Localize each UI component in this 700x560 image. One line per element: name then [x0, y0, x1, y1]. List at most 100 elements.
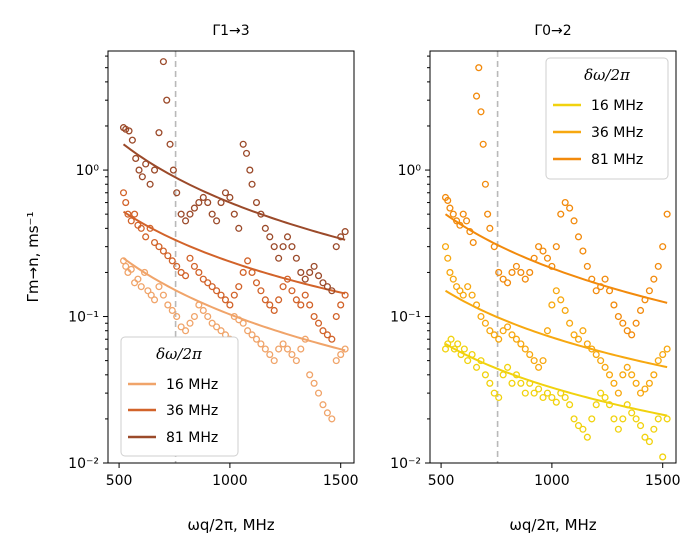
data-point — [645, 379, 653, 387]
legend-box — [545, 57, 669, 180]
data-point — [495, 268, 503, 276]
data-point — [472, 363, 481, 371]
data-point — [131, 210, 139, 218]
left-axes-frame — [107, 50, 355, 464]
legend-label-81mhz: 81 MHz — [166, 430, 218, 446]
data-point — [466, 228, 474, 236]
data-point — [141, 268, 149, 276]
data-point — [601, 363, 609, 371]
legend-title: δω/2π — [584, 66, 631, 84]
data-point — [204, 312, 212, 321]
data-point — [292, 254, 300, 262]
data-point — [663, 415, 671, 423]
data-point — [275, 345, 283, 353]
data-point — [605, 287, 614, 295]
data-point — [605, 401, 614, 409]
data-point — [252, 279, 261, 287]
data-point — [288, 243, 296, 251]
data-point — [446, 268, 454, 276]
data-point — [279, 243, 287, 251]
data-point — [650, 425, 658, 433]
data-point — [319, 279, 327, 287]
data-point — [297, 345, 305, 353]
data-point — [190, 262, 198, 270]
data-point — [477, 312, 485, 321]
data-point — [490, 243, 498, 251]
data-point — [323, 331, 331, 339]
data-point — [204, 279, 212, 287]
data-point — [257, 210, 265, 218]
data-point — [310, 312, 318, 321]
data-point — [570, 331, 578, 339]
data-point — [248, 180, 256, 188]
data-point — [208, 210, 216, 218]
data-point — [641, 433, 649, 441]
right-x-axis-label: ωq/2π, MHz — [509, 516, 596, 534]
data-point — [266, 233, 274, 241]
data-point — [566, 204, 574, 212]
data-point — [495, 393, 503, 402]
right-legend: δω/2π 16 MHz 36 MHz 81 MHz — [545, 57, 669, 180]
data-point — [332, 357, 340, 365]
data-point — [239, 140, 247, 148]
data-point — [314, 319, 323, 327]
data-point — [446, 204, 454, 212]
data-point — [460, 345, 468, 353]
y-tick-label: 10⁻² — [390, 456, 421, 472]
data-point — [663, 345, 671, 353]
data-point — [242, 149, 251, 157]
data-point — [261, 345, 269, 353]
left-x-ticks: 500 1000 1500 — [106, 463, 359, 489]
data-point — [124, 210, 132, 218]
data-point — [543, 327, 552, 335]
data-point — [186, 319, 194, 327]
data-point — [561, 393, 569, 402]
data-point — [614, 312, 622, 321]
data-point — [213, 323, 221, 331]
data-point — [319, 401, 327, 409]
data-point — [512, 262, 520, 270]
data-point — [475, 64, 483, 72]
data-point — [490, 389, 498, 397]
x-tick-label: 1000 — [212, 473, 248, 489]
data-point — [499, 275, 507, 283]
data-point — [155, 243, 163, 251]
y-tick-label: 10⁻¹ — [68, 310, 99, 326]
data-point — [526, 379, 534, 387]
data-point — [623, 401, 631, 409]
data-point — [261, 224, 269, 232]
data-point — [246, 166, 254, 174]
data-point — [574, 233, 583, 241]
data-point — [142, 233, 150, 241]
data-point — [306, 371, 314, 379]
data-point — [314, 272, 323, 280]
data-point — [583, 340, 591, 348]
data-point — [328, 415, 336, 423]
data-point — [597, 357, 605, 365]
data-point — [453, 217, 461, 225]
legend-box — [120, 336, 239, 457]
data-point — [508, 268, 516, 276]
data-point — [632, 379, 640, 387]
data-point — [504, 279, 512, 287]
data-point — [144, 287, 152, 295]
data-point — [610, 379, 618, 387]
data-point — [619, 319, 627, 327]
data-point — [486, 224, 494, 232]
data-point — [552, 398, 560, 406]
data-point — [248, 331, 256, 339]
fit-line-1 — [444, 289, 668, 369]
data-point — [477, 357, 485, 365]
data-point — [230, 312, 238, 321]
data-point — [163, 96, 171, 104]
y-tick-label: 10⁻¹ — [390, 310, 421, 326]
data-point — [526, 351, 534, 359]
left-legend: δω/2π 16 MHz 36 MHz 81 MHz — [120, 336, 239, 457]
data-point — [337, 233, 345, 241]
legend-label-81mhz: 81 MHz — [591, 152, 643, 168]
data-point — [539, 393, 547, 402]
data-point — [512, 371, 520, 379]
data-point — [530, 254, 538, 262]
data-point — [292, 357, 300, 365]
